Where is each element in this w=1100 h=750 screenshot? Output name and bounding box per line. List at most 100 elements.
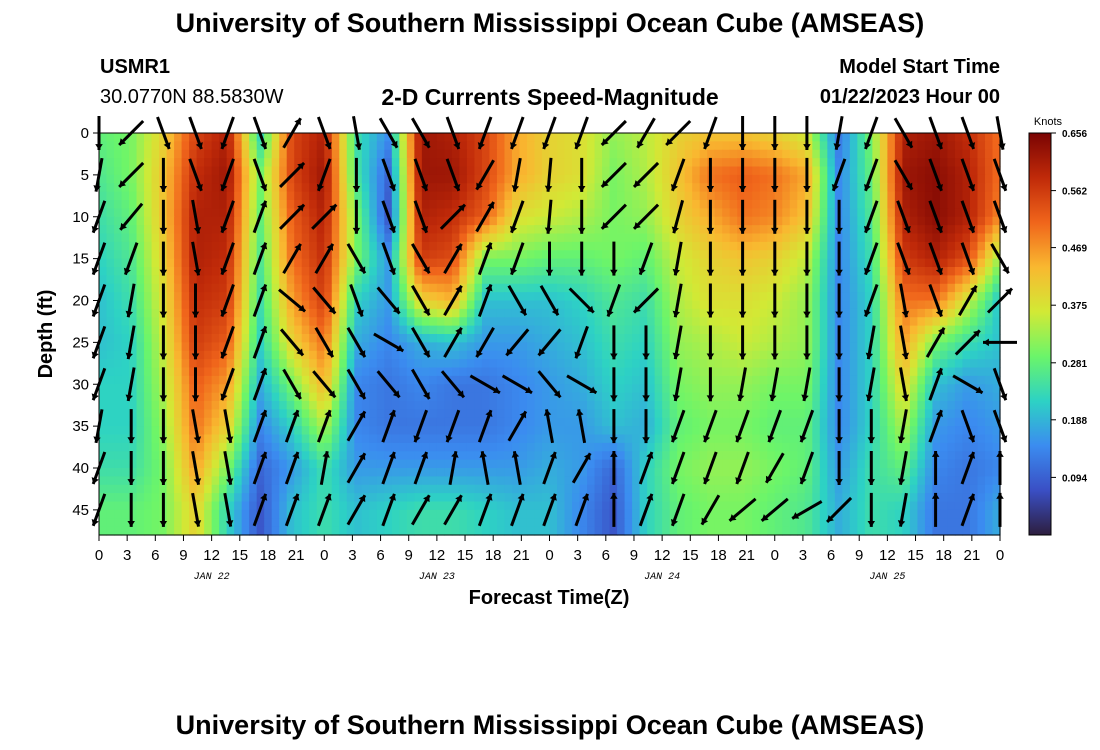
heatmap-cell bbox=[369, 367, 378, 377]
heatmap-cell bbox=[174, 409, 183, 419]
heatmap-cell bbox=[99, 267, 108, 276]
heatmap-cell bbox=[932, 166, 941, 176]
heatmap-cell bbox=[519, 200, 528, 209]
heatmap-cell bbox=[669, 250, 678, 260]
heatmap-cell bbox=[384, 141, 393, 151]
heatmap-cell bbox=[602, 275, 611, 285]
heatmap-cell bbox=[481, 300, 491, 310]
heatmap-cell bbox=[211, 434, 220, 444]
heatmap-cell bbox=[744, 459, 753, 469]
heatmap-cell bbox=[181, 317, 190, 327]
heatmap-cell bbox=[309, 267, 318, 276]
heatmap-cell bbox=[429, 183, 438, 193]
heatmap-cell bbox=[744, 149, 753, 159]
heatmap-cell bbox=[444, 401, 453, 410]
heatmap-cell bbox=[466, 208, 476, 218]
heatmap-cell bbox=[234, 166, 243, 176]
heatmap-cell bbox=[309, 292, 318, 302]
heatmap-cell bbox=[346, 375, 355, 385]
heatmap-cell bbox=[549, 342, 558, 352]
heatmap-cell bbox=[481, 233, 491, 243]
heatmap-cell bbox=[271, 434, 280, 444]
heatmap-cell bbox=[286, 359, 295, 369]
heatmap-cell bbox=[587, 451, 596, 461]
heatmap-cell bbox=[587, 141, 596, 151]
heatmap-cell bbox=[632, 334, 641, 343]
heatmap-cell bbox=[609, 401, 618, 410]
heatmap-cell bbox=[624, 267, 633, 276]
heatmap-cell bbox=[474, 468, 483, 477]
heatmap-cell bbox=[129, 191, 138, 201]
heatmap-cell bbox=[136, 183, 145, 193]
heatmap-cell bbox=[744, 141, 753, 151]
heatmap-cell bbox=[992, 392, 1001, 402]
heatmap-cell bbox=[129, 359, 138, 369]
heatmap-cell bbox=[511, 468, 521, 477]
heatmap-cell bbox=[519, 300, 528, 310]
heatmap-cell bbox=[887, 233, 896, 243]
heatmap-cell bbox=[677, 174, 686, 184]
heatmap-cell bbox=[594, 133, 603, 142]
heatmap-cell bbox=[624, 401, 633, 410]
heatmap-cell bbox=[729, 350, 738, 360]
heatmap-cell bbox=[106, 258, 115, 268]
heatmap-cell bbox=[714, 342, 723, 352]
heatmap-cell bbox=[557, 149, 566, 159]
heatmap-cell bbox=[151, 476, 160, 486]
heatmap-cell bbox=[346, 350, 355, 360]
heatmap-cell bbox=[744, 375, 753, 385]
heatmap-cell bbox=[114, 459, 123, 469]
heatmap-cell bbox=[639, 149, 648, 159]
heatmap-cell bbox=[752, 133, 761, 142]
heatmap-cell bbox=[692, 375, 701, 385]
heatmap-cell bbox=[587, 275, 596, 285]
heatmap-cell bbox=[782, 417, 791, 427]
heatmap-cell bbox=[887, 367, 896, 377]
heatmap-cell bbox=[376, 409, 385, 419]
heatmap-cell bbox=[166, 409, 175, 419]
heatmap-cell bbox=[617, 267, 626, 276]
heatmap-cell bbox=[977, 133, 986, 142]
heatmap-cell bbox=[932, 191, 941, 201]
heatmap-cell bbox=[587, 434, 596, 444]
heatmap-cell bbox=[954, 258, 964, 268]
heatmap-cell bbox=[511, 141, 521, 151]
heatmap-cell bbox=[339, 317, 348, 327]
heatmap-cell bbox=[166, 325, 175, 335]
heatmap-cell bbox=[211, 166, 220, 176]
heatmap-cell bbox=[557, 183, 566, 193]
heatmap-cell bbox=[376, 459, 385, 469]
heatmap-cell bbox=[406, 300, 415, 310]
heatmap-cell bbox=[849, 409, 858, 419]
heatmap-cell bbox=[804, 216, 813, 226]
heatmap-cell bbox=[564, 183, 573, 193]
heatmap-cell bbox=[752, 250, 761, 260]
heatmap-cell bbox=[842, 174, 851, 184]
heatmap-cell bbox=[977, 367, 986, 377]
heatmap-cell bbox=[151, 342, 160, 352]
heatmap-cell bbox=[564, 384, 573, 394]
heatmap-cell bbox=[211, 183, 220, 193]
heatmap-cell bbox=[939, 200, 949, 209]
heatmap-cell bbox=[909, 216, 919, 226]
heatmap-cell bbox=[557, 434, 566, 444]
heatmap-cell bbox=[301, 166, 310, 176]
heatmap-cell bbox=[376, 158, 385, 168]
heatmap-cell bbox=[526, 241, 536, 251]
heatmap-cell bbox=[887, 283, 896, 293]
heatmap-cell bbox=[106, 300, 115, 310]
heatmap-cell bbox=[196, 149, 205, 159]
heatmap-cell bbox=[789, 468, 798, 477]
heatmap-cell bbox=[406, 392, 415, 402]
heatmap-cell bbox=[722, 275, 731, 285]
heatmap-cell bbox=[804, 258, 813, 268]
heatmap-cell bbox=[166, 300, 175, 310]
heatmap-cell bbox=[684, 208, 693, 218]
heatmap-cell bbox=[204, 191, 213, 201]
heatmap-cell bbox=[369, 208, 378, 218]
heatmap-cell bbox=[99, 317, 108, 327]
heatmap-cell bbox=[451, 367, 460, 377]
heatmap-cell bbox=[902, 275, 911, 285]
heatmap-cell bbox=[549, 367, 558, 377]
heatmap-cell bbox=[894, 258, 903, 268]
